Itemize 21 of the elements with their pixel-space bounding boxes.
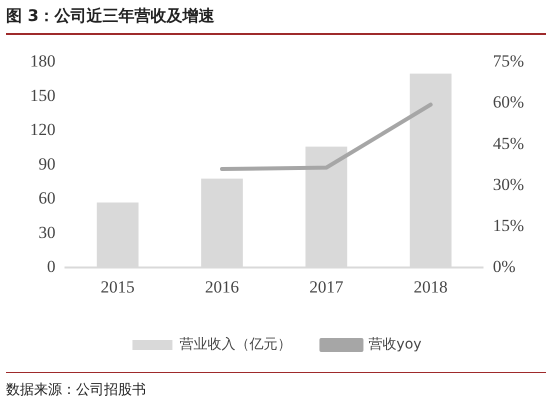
y2-tick-label: 45% [492, 134, 524, 153]
x-tick-label: 2016 [205, 277, 239, 296]
x-tick-label: 2015 [100, 277, 135, 296]
y-tick-label: 150 [30, 86, 56, 105]
x-tick-label: 2018 [414, 277, 448, 296]
source-note: 数据来源：公司招股书 [6, 372, 546, 399]
y-tick-label: 60 [38, 188, 56, 208]
y-tick-label: 30 [38, 222, 56, 242]
legend-label: 营收yoy [368, 336, 422, 353]
y2-tick-label: 75% [492, 52, 524, 71]
y2-tick-label: 60% [492, 92, 524, 112]
y2-tick-label: 15% [492, 216, 524, 235]
y-tick-label: 120 [30, 120, 56, 140]
y-tick-label: 180 [30, 52, 56, 71]
y2-tick-label: 30% [492, 174, 524, 194]
y-tick-label: 0 [47, 257, 56, 276]
y-tick-label: 90 [38, 154, 56, 174]
legend-label: 营业收入（亿元） [179, 336, 292, 353]
chart-title: 图 3：公司近三年营收及增速 [6, 6, 546, 35]
y2-tick-label: 0% [492, 257, 516, 276]
x-tick-label: 2017 [309, 277, 344, 296]
